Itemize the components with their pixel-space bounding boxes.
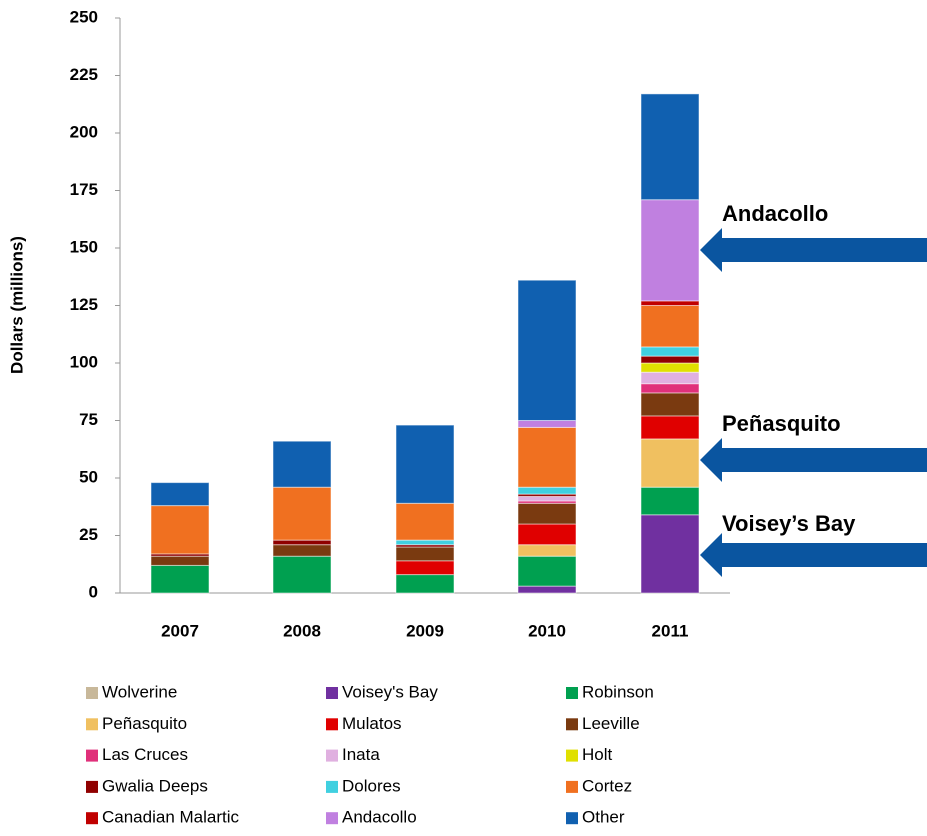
bar-segment	[517, 420, 577, 428]
y-tick-label: 0	[89, 582, 98, 601]
x-tick-label: 2011	[652, 621, 689, 640]
legend-swatch	[326, 749, 338, 762]
legend-swatch	[566, 812, 578, 825]
bar-segment	[517, 486, 577, 495]
bar-segment	[272, 440, 332, 488]
bar-segment	[517, 544, 577, 557]
y-tick-label: 25	[79, 525, 98, 544]
legend-label: Holt	[582, 745, 613, 764]
legend-swatch	[326, 687, 338, 699]
x-tick-label: 2009	[406, 621, 444, 640]
bar-segment	[640, 305, 700, 348]
y-tick-label: 200	[70, 122, 98, 141]
bar-segment	[640, 300, 700, 306]
legend-label: Dolores	[342, 776, 401, 795]
bar-segment	[395, 574, 455, 594]
legend-label: Peñasquito	[102, 714, 187, 733]
bar-segment	[395, 539, 455, 546]
bar-segment	[517, 585, 577, 594]
bar-segment	[517, 523, 577, 546]
y-tick-label: 150	[70, 237, 98, 256]
bar-segment	[517, 555, 577, 587]
y-tick-label: 250	[70, 7, 98, 26]
x-tick-label: 2008	[283, 621, 321, 640]
annotation: Andacollo	[722, 201, 828, 226]
arrow	[700, 533, 927, 577]
legend-swatch	[86, 780, 98, 793]
legend-label: Inata	[342, 745, 380, 764]
bar-segment	[640, 392, 700, 417]
bar-segment	[640, 438, 700, 488]
bar-segment	[517, 502, 577, 525]
bar-segment	[150, 564, 210, 594]
bar-segment	[640, 93, 700, 201]
y-tick-label: 175	[70, 180, 98, 199]
bar-segment	[640, 514, 700, 594]
annotation: Voisey’s Bay	[722, 511, 856, 536]
bar-segment	[640, 199, 700, 302]
legend-label: Gwalia Deeps	[102, 776, 208, 795]
legend-label: Other	[582, 808, 625, 827]
legend-label: Voisey's Bay	[342, 682, 438, 701]
bar-segment	[640, 371, 700, 385]
bar-segment	[272, 486, 332, 541]
bar-segment	[517, 495, 577, 502]
bar-segment	[640, 486, 700, 516]
legend-label: Leeville	[582, 714, 640, 733]
legend-swatch	[86, 718, 98, 731]
legend-swatch	[86, 749, 98, 762]
legend-label: Cortez	[582, 776, 632, 795]
x-tick-label: 2010	[528, 621, 566, 640]
bar-segment	[272, 539, 332, 546]
annotation: Peñasquito	[722, 411, 841, 436]
legend-swatch	[86, 812, 98, 825]
bar-segment	[640, 383, 700, 394]
legend-label: Mulatos	[342, 714, 402, 733]
x-tick-label: 2007	[161, 621, 199, 640]
legend-label: Canadian Malartic	[102, 808, 240, 827]
legend-swatch	[566, 687, 578, 699]
y-tick-label: 125	[70, 295, 98, 314]
legend-swatch	[566, 749, 578, 762]
y-axis-label: Dollars (millions)	[7, 236, 26, 374]
y-tick-label: 50	[79, 467, 98, 486]
y-tick-label: 100	[70, 352, 98, 371]
legend-label: Wolverine	[102, 682, 177, 701]
bar-segment	[640, 346, 700, 357]
bar-segment	[640, 362, 700, 373]
y-tick-label: 75	[79, 410, 98, 429]
bar-segment	[272, 544, 332, 557]
bar-segment	[150, 505, 210, 555]
bar-segment	[150, 482, 210, 507]
bar-segment	[640, 415, 700, 440]
arrow	[700, 438, 927, 482]
bar-segment	[517, 279, 577, 422]
legend-swatch	[566, 780, 578, 793]
legend-label: Robinson	[582, 682, 654, 701]
legend-label: Andacollo	[342, 808, 417, 827]
bar-segment	[395, 546, 455, 562]
bar-segment	[272, 555, 332, 594]
legend-swatch	[326, 780, 338, 793]
bar-segment	[395, 424, 455, 504]
legend-swatch	[326, 812, 338, 825]
legend-swatch	[326, 718, 338, 731]
bar-segment	[150, 555, 210, 566]
legend-swatch	[86, 687, 98, 699]
arrow	[700, 228, 927, 272]
legend-label: Las Cruces	[102, 745, 188, 764]
bar-segment	[395, 502, 455, 541]
legend-swatch	[566, 718, 578, 731]
bar-segment	[640, 355, 700, 364]
bar-segment	[517, 426, 577, 488]
bar-segment	[395, 560, 455, 576]
y-tick-label: 225	[70, 65, 98, 84]
